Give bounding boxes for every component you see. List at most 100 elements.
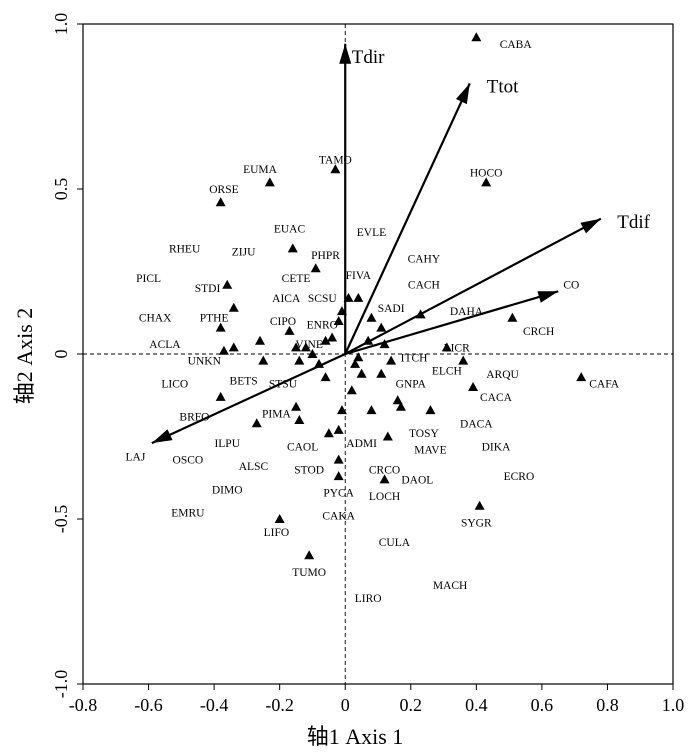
- vector-arrowhead: [151, 429, 173, 444]
- species-label: MACH: [433, 580, 468, 592]
- species-label: BETS: [230, 375, 258, 387]
- species-point: [366, 405, 377, 415]
- y-tick-label: 0: [51, 350, 71, 359]
- species-label: CETE: [282, 273, 311, 285]
- species-point: [228, 302, 239, 312]
- species-point: [327, 332, 338, 342]
- species-point: [310, 263, 321, 273]
- species-label: CAHY: [408, 253, 441, 265]
- species-point: [353, 352, 364, 362]
- species-point: [304, 550, 315, 560]
- species-point: [507, 312, 518, 322]
- species-point: [215, 197, 226, 207]
- species-label: PICL: [136, 273, 161, 285]
- species-label: STDI: [195, 283, 221, 295]
- species-point: [255, 335, 265, 345]
- species-point: [294, 355, 305, 365]
- species-point: [336, 306, 347, 316]
- x-tick-label: 0.4: [465, 695, 488, 715]
- environmental-vectors: Tdir Ttot Tdif: [151, 43, 651, 445]
- y-tick-label: 1.0: [51, 13, 71, 36]
- species-point: [576, 372, 587, 382]
- species-point: [218, 345, 229, 355]
- species-point: [363, 335, 374, 345]
- species-label: CO: [563, 280, 579, 292]
- species-point: [320, 372, 331, 382]
- species-label: FIVA: [346, 270, 372, 282]
- species-label: ORSE: [209, 184, 238, 196]
- species-label: ACLA: [149, 339, 181, 351]
- species-point: [471, 32, 482, 42]
- species-point: [336, 405, 347, 415]
- species-point: [314, 358, 324, 368]
- species-label: DACA: [460, 418, 493, 430]
- species-label: SYGR: [461, 517, 492, 529]
- species-point: [376, 322, 387, 332]
- species-points: [215, 32, 587, 560]
- x-tick-label: -0.6: [134, 695, 163, 715]
- species-label: GNPA: [396, 379, 427, 391]
- species-point: [323, 428, 334, 438]
- species-point: [222, 279, 233, 289]
- species-point: [441, 342, 452, 352]
- species-label: MAVE: [414, 445, 446, 457]
- species-label: CRCH: [523, 326, 554, 338]
- species-label: CAOL: [287, 441, 318, 453]
- species-label: PYCA: [323, 488, 354, 500]
- species-label: EMRU: [171, 507, 205, 519]
- species-label: LAJ: [126, 451, 146, 463]
- species-label: SADI: [378, 303, 405, 315]
- vector-label: Tdir: [352, 47, 385, 68]
- species-point: [294, 415, 305, 424]
- species-point: [215, 322, 226, 332]
- y-axis-title: 轴2 Axis 2: [12, 308, 37, 405]
- y-tick-label: 0.5: [51, 178, 71, 201]
- x-tick-label: 0.8: [596, 695, 619, 715]
- vector-label: Tdif: [617, 212, 650, 233]
- vector-line: [344, 82, 471, 355]
- x-tick-label: 1.0: [662, 695, 685, 715]
- species-label: ZIJU: [232, 247, 256, 259]
- species-label: AICA: [272, 293, 301, 305]
- species-label: LICO: [161, 379, 188, 391]
- species-point: [379, 339, 390, 349]
- species-label: UNKN: [188, 356, 222, 368]
- species-point: [356, 368, 367, 378]
- species-point: [300, 342, 311, 352]
- species-label: ALSC: [239, 461, 269, 473]
- species-label: DAHA: [450, 306, 484, 318]
- species-point: [287, 243, 298, 253]
- species-point: [228, 342, 239, 352]
- species-point: [215, 391, 226, 401]
- axis-ticks: -0.8 -0.6 -0.4 -0.2 0 0.2 0.4 0.6 0.8 1.0 1.0 0.5 0 -…: [51, 13, 684, 715]
- vector-line: [344, 290, 559, 356]
- species-label: TUMO: [292, 567, 326, 579]
- vector-label: Ttot: [487, 77, 519, 98]
- species-label: CABA: [500, 39, 533, 51]
- x-tick-label: 0.2: [400, 695, 423, 715]
- x-tick-label: -0.4: [200, 695, 229, 715]
- species-label: LICR: [444, 342, 471, 354]
- species-label: ENRO: [307, 319, 338, 331]
- species-point: [353, 292, 364, 302]
- species-label: SCSU: [308, 293, 337, 305]
- species-label: CACA: [480, 392, 513, 404]
- species-label: EUAC: [274, 224, 306, 236]
- species-point: [346, 385, 357, 395]
- species-label: CAKA: [322, 511, 355, 523]
- species-label: STSU: [269, 379, 298, 391]
- vector-arrowhead: [455, 83, 470, 105]
- species-label: ITCH: [401, 352, 428, 364]
- species-point: [415, 309, 426, 319]
- species-point: [251, 418, 262, 428]
- species-label: TAMO: [319, 154, 352, 166]
- species-point: [258, 355, 269, 365]
- species-label: TOSY: [409, 428, 440, 440]
- species-label: CULA: [379, 537, 411, 549]
- species-label: OSCO: [173, 455, 204, 467]
- species-label: BRFO: [179, 412, 209, 424]
- species-point: [425, 405, 436, 415]
- species-label: EUMA: [243, 164, 278, 176]
- species-label: ECRO: [504, 471, 535, 483]
